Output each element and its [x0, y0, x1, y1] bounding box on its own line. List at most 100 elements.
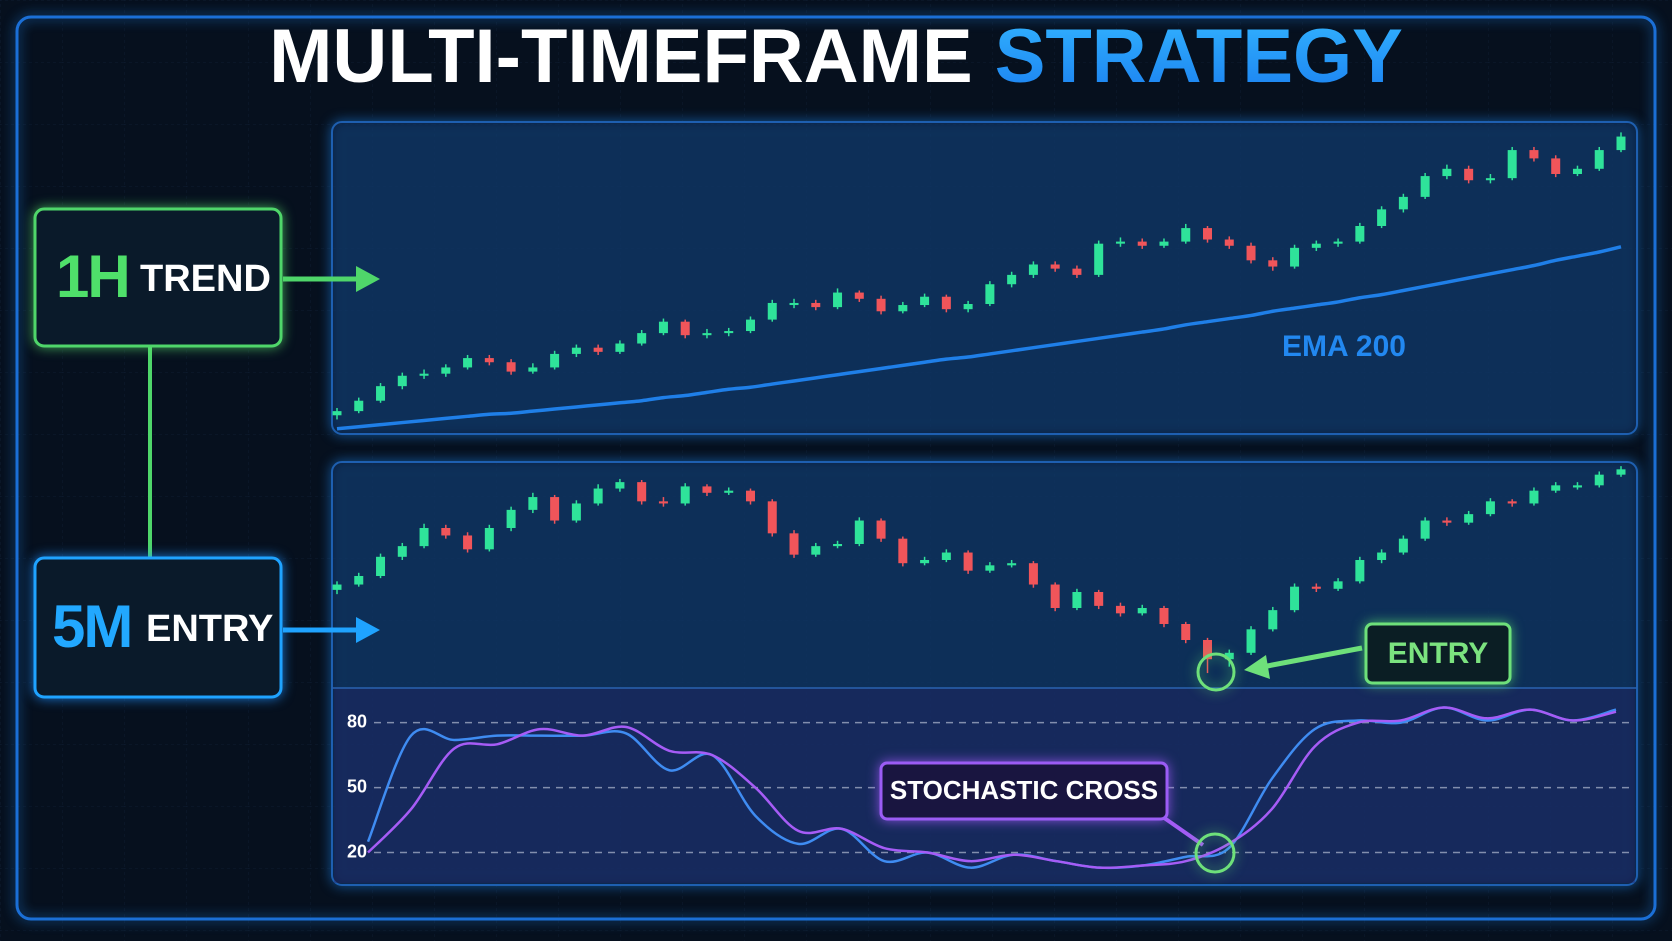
- candle-body: [941, 552, 951, 560]
- candle-body: [419, 528, 429, 547]
- title-main: MULTI-TIMEFRAME: [269, 14, 973, 99]
- candle-body: [898, 305, 908, 312]
- cross-annotation-box: [879, 761, 1169, 821]
- candle-body: [528, 367, 538, 372]
- candle-body: [1507, 501, 1517, 504]
- candle-body: [506, 509, 516, 528]
- candle-body: [615, 343, 625, 352]
- candle-body: [1442, 168, 1452, 177]
- candle-body: [1246, 245, 1256, 261]
- candle-body: [833, 292, 843, 308]
- candle-body: [1616, 136, 1626, 151]
- candle-body: [637, 333, 647, 344]
- candle-body: [963, 304, 973, 310]
- candle-body: [1137, 608, 1147, 614]
- candle-body: [963, 552, 973, 571]
- candle-body: [876, 520, 886, 539]
- cross-pointer: [1158, 813, 1205, 847]
- candle-body: [1507, 150, 1517, 179]
- entry-arrow-head: [1244, 655, 1270, 679]
- candle-body: [680, 486, 690, 504]
- candle-body: [702, 486, 712, 493]
- candle-body: [637, 482, 647, 502]
- candle-body: [463, 535, 473, 550]
- candle-body: [593, 488, 603, 504]
- candle-body: [441, 367, 451, 374]
- candle-body: [1572, 485, 1582, 488]
- stochastic-line: [366, 706, 1617, 870]
- cross-circle: [1194, 832, 1236, 874]
- candle-body: [1355, 226, 1365, 242]
- timeframe-code: 5M: [52, 593, 131, 660]
- candle-body: [833, 544, 843, 547]
- candle-body: [1159, 241, 1169, 246]
- candle-body: [876, 298, 886, 312]
- candle-body: [745, 319, 755, 332]
- candle-body: [1115, 241, 1125, 244]
- candle-body: [1572, 168, 1582, 174]
- candle-body: [441, 528, 451, 536]
- entry-box: [33, 556, 283, 699]
- y-tick-label: 50: [347, 776, 367, 796]
- candle-body: [702, 333, 712, 336]
- candle-body: [854, 292, 864, 299]
- candle-body: [920, 296, 930, 306]
- candle-body: [898, 538, 908, 564]
- candle-body: [1464, 168, 1474, 181]
- candle-body: [593, 347, 603, 352]
- candle-body: [1203, 640, 1213, 660]
- title-accent: STRATEGY: [995, 14, 1403, 99]
- candle-body: [724, 490, 734, 493]
- candle-body: [1377, 209, 1387, 226]
- candle-body: [767, 302, 777, 320]
- title: MULTI-TIMEFRAME STRATEGY: [269, 14, 1403, 99]
- candle-body: [1072, 268, 1082, 275]
- candle-body: [376, 386, 386, 401]
- candle-body: [745, 490, 755, 502]
- candle-body: [1072, 592, 1082, 608]
- arrow-head: [356, 266, 380, 292]
- candle-body: [658, 321, 668, 334]
- candle-body: [985, 565, 995, 571]
- candle-body: [724, 331, 734, 334]
- candle-body: [1594, 150, 1604, 169]
- timeframe-label: ENTRY: [146, 608, 273, 650]
- candle-body: [484, 528, 494, 550]
- trend-panel: [331, 121, 1638, 435]
- candle-body: [1311, 243, 1321, 248]
- candle-body: [1420, 176, 1430, 197]
- candle-body: [484, 358, 494, 363]
- candle-body: [1464, 514, 1474, 523]
- candle-body: [1028, 563, 1038, 585]
- candle-body: [332, 584, 342, 590]
- entry-circle: [1196, 652, 1236, 692]
- candle-body: [920, 560, 930, 564]
- candle-body: [658, 501, 668, 504]
- candle-body: [419, 373, 429, 376]
- candle-body: [1181, 624, 1191, 640]
- candle-body: [1485, 178, 1495, 181]
- candle-body: [1311, 586, 1321, 589]
- candle-body: [1442, 520, 1452, 523]
- candle-body: [941, 296, 951, 310]
- candle-body: [528, 497, 538, 510]
- candle-body: [1115, 605, 1125, 614]
- candle-body: [615, 482, 625, 489]
- candle-body: [1050, 584, 1060, 608]
- candle-body: [1268, 610, 1278, 630]
- arrow-head: [356, 617, 380, 643]
- candle-body: [332, 411, 342, 416]
- entry-panel: [331, 461, 1638, 886]
- entry-annotation: ENTRY: [1388, 637, 1489, 670]
- candle-body: [1420, 520, 1430, 539]
- candle-body: [1529, 150, 1539, 159]
- candle-body: [1485, 501, 1495, 515]
- candle-body: [1007, 563, 1017, 566]
- candle-body: [1094, 592, 1104, 606]
- cross-annotation: STOCHASTIC CROSS: [890, 775, 1158, 805]
- candle-body: [1181, 228, 1191, 242]
- candle-body: [376, 556, 386, 576]
- candle-body: [985, 284, 995, 304]
